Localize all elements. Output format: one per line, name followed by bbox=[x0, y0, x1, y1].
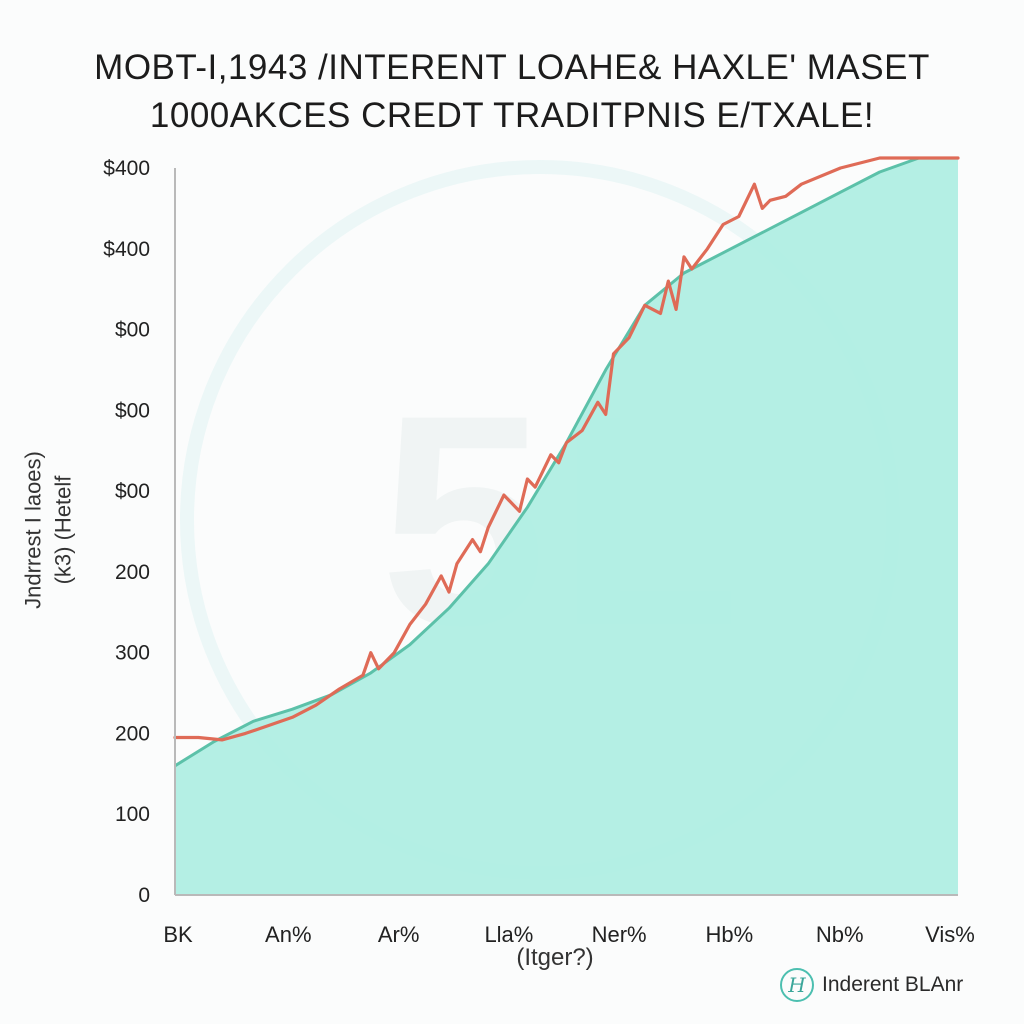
y-tick-label: 200 bbox=[115, 561, 150, 584]
x-tick-label: Lla% bbox=[484, 922, 533, 947]
series-0-point bbox=[527, 507, 529, 509]
chart-title-line-1: MOBT-I,1943 /INTERENT LOAHE& HAXLE' MASE… bbox=[94, 48, 930, 87]
series-1-point bbox=[198, 737, 200, 739]
series-1-line bbox=[173, 156, 960, 742]
series-1-point bbox=[487, 527, 489, 529]
x-tick-label: Vis% bbox=[925, 922, 975, 947]
series-0-point bbox=[683, 272, 685, 274]
series-1-point bbox=[339, 688, 341, 690]
series-1-point bbox=[292, 717, 294, 719]
series-1-point bbox=[722, 224, 724, 226]
series-0-point bbox=[722, 252, 724, 254]
y-tick-label: $400 bbox=[103, 238, 150, 261]
series-0-point bbox=[253, 721, 255, 723]
series-1-point bbox=[683, 256, 685, 258]
series-1-point bbox=[660, 313, 662, 315]
series-1-point bbox=[738, 216, 740, 218]
x-tick-label: Ar% bbox=[378, 922, 420, 947]
chart-title-line-2: 1000AKCES CREDT TRADITPNIS E/TXALE! bbox=[149, 96, 875, 135]
series-1-point bbox=[675, 309, 677, 311]
series-1-point bbox=[691, 268, 693, 270]
series-0-point bbox=[448, 607, 450, 609]
series-0-point bbox=[487, 563, 489, 565]
logo-text: Inderent BLAnr bbox=[822, 973, 964, 996]
series-1-point bbox=[503, 494, 505, 496]
series-1-point bbox=[550, 454, 552, 456]
series-1-point bbox=[918, 157, 920, 159]
series-0-point bbox=[879, 171, 881, 173]
series-1-point bbox=[245, 733, 247, 735]
x-tick-label: Hb% bbox=[706, 922, 754, 947]
series-1-point bbox=[370, 652, 372, 654]
y-tick-label: 0 bbox=[138, 884, 150, 907]
brand-logo: H Inderent BLAnr bbox=[780, 968, 963, 1002]
series-0-point bbox=[840, 191, 842, 193]
series-0-point bbox=[605, 369, 607, 371]
series-1-point bbox=[581, 430, 583, 432]
y-tick-label: $00 bbox=[115, 399, 150, 422]
x-tick-label: Ner% bbox=[592, 922, 647, 947]
series-1-point bbox=[456, 563, 458, 565]
series-1-point bbox=[268, 725, 270, 727]
series-0-point bbox=[409, 644, 411, 646]
series-0-point bbox=[801, 212, 803, 214]
x-tick-label: Nb% bbox=[816, 922, 864, 947]
series-1-point bbox=[440, 575, 442, 577]
series-1-point bbox=[840, 167, 842, 169]
x-axis-label: (Itger?) bbox=[516, 944, 594, 971]
series-1-point bbox=[754, 183, 756, 185]
y-axis-label-line-2: (k3) (Hetelf bbox=[50, 475, 75, 585]
series-1-point bbox=[785, 196, 787, 198]
series-1-point bbox=[315, 704, 317, 706]
series-1-point bbox=[221, 739, 223, 741]
y-tick-label: $00 bbox=[115, 319, 150, 342]
y-tick-label: $00 bbox=[115, 480, 150, 503]
x-tick-label: BK bbox=[163, 922, 193, 947]
y-axis-label: Jndrrest I laoes) (k3) (Hetelf bbox=[18, 451, 77, 609]
series-1-point bbox=[378, 668, 380, 670]
series-0-point bbox=[213, 741, 215, 743]
series-1-point bbox=[519, 511, 521, 513]
series-1-point bbox=[707, 248, 709, 250]
y-axis-label-line-1: Jndrrest I laoes) bbox=[20, 451, 46, 609]
series-0-point bbox=[370, 672, 372, 674]
series-1-point bbox=[393, 652, 395, 654]
series-1-point bbox=[425, 603, 427, 605]
series-1-point bbox=[879, 157, 881, 159]
y-tick-label: 200 bbox=[115, 722, 150, 745]
series-1-point bbox=[480, 551, 482, 553]
series-1-point bbox=[613, 353, 615, 355]
series-1-point bbox=[668, 280, 670, 282]
series-0-area-fill bbox=[175, 158, 958, 895]
y-tick-label: 100 bbox=[115, 803, 150, 826]
series-1-point bbox=[762, 208, 764, 210]
series-1-point bbox=[769, 200, 771, 202]
series-0-point bbox=[762, 232, 764, 234]
series-1-point bbox=[605, 414, 607, 416]
series-1-point bbox=[644, 305, 646, 307]
series-1-point bbox=[628, 337, 630, 339]
series-1-point bbox=[597, 402, 599, 404]
series-1-point bbox=[409, 624, 411, 626]
series-1-point bbox=[957, 157, 959, 159]
series-0-point bbox=[292, 708, 294, 710]
logo-mark-icon: H bbox=[780, 968, 814, 1002]
series-1-point bbox=[566, 442, 568, 444]
series-1-point bbox=[362, 675, 364, 677]
series-1-point bbox=[527, 478, 529, 480]
series-1-point bbox=[472, 539, 474, 541]
series-1-point bbox=[801, 183, 803, 185]
x-tick-label: An% bbox=[265, 922, 311, 947]
y-tick-label: 300 bbox=[115, 642, 150, 665]
y-tick-label: $400 bbox=[103, 157, 150, 180]
series-1-point bbox=[558, 462, 560, 464]
series-1-point bbox=[448, 591, 450, 593]
series-1-point bbox=[534, 486, 536, 488]
